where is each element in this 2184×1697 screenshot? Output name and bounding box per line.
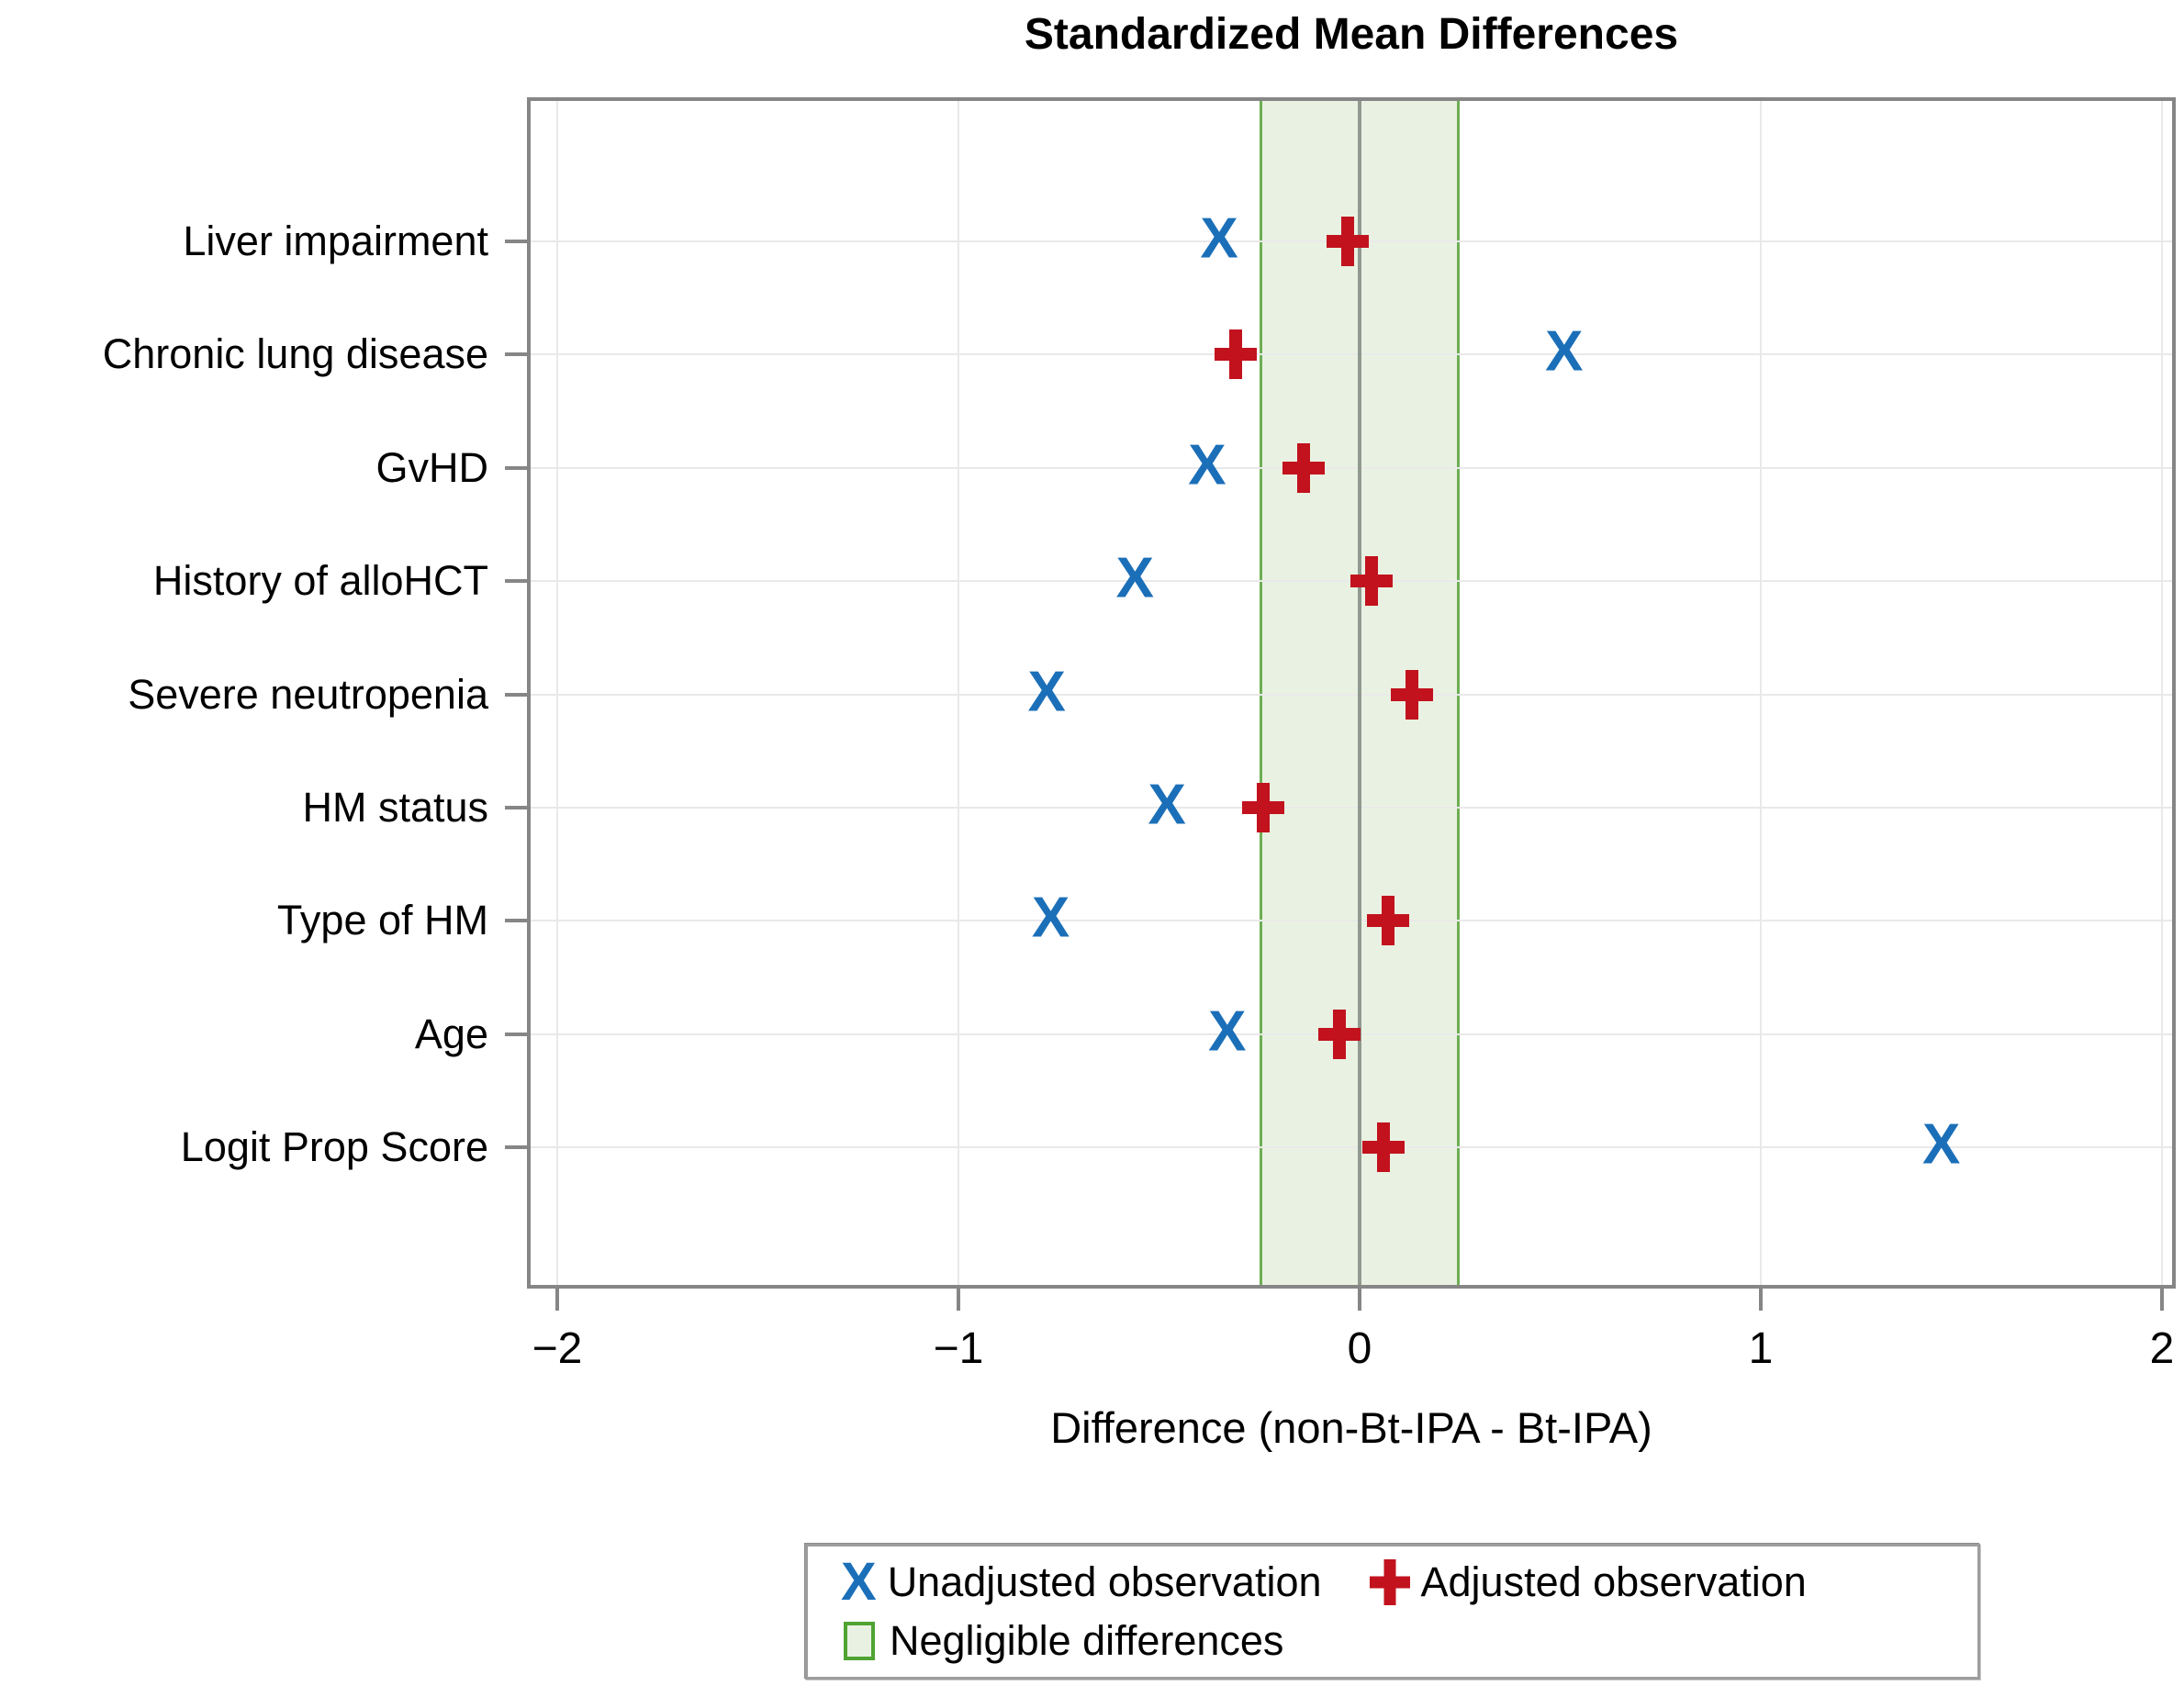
adjusted-marker [1242,783,1285,832]
vertical-gridline [1760,101,1762,1285]
plus-vertical-bar [1377,1122,1391,1173]
horizontal-gridline [531,466,2172,469]
category-label: Age [414,1010,488,1057]
category-label: Type of HM [276,897,488,944]
adjusted-marker [1214,329,1257,380]
x-tick-mark [1358,1289,1361,1311]
adjusted-marker [1390,669,1433,720]
legend-label-adjusted: Adjusted observation [1420,1558,1807,1605]
x-tick-mark [555,1289,559,1311]
plus-vertical-bar [1228,329,1242,380]
plus-vertical-bar [1383,1559,1395,1605]
x-tick-label: −1 [933,1324,984,1373]
horizontal-gridline [531,353,2172,356]
zero-reference-line [1358,101,1361,1285]
y-tick-mark [505,465,529,470]
category-label: Logit Prop Score [180,1123,488,1171]
horizontal-gridline [531,1146,2172,1149]
adjusted-marker [1362,1122,1406,1173]
x-tick-mark [957,1289,960,1311]
vertical-gridline [2161,101,2163,1285]
legend-row: X Unadjusted observation Adjusted observ… [841,1552,1977,1612]
unadjusted-marker: X [1545,319,1584,384]
plus-vertical-bar [1296,442,1310,493]
adjusted-marker [1318,1009,1361,1059]
y-tick-mark [505,352,529,357]
plus-vertical-bar [1257,783,1271,832]
negligible-band-swatch-icon [844,1622,875,1660]
x-tick-label: 2 [2149,1324,2175,1373]
y-tick-mark [505,692,529,697]
category-label: History of alloHCT [152,557,488,605]
plus-vertical-bar [1405,669,1418,720]
category-label: GvHD [375,443,489,491]
adjusted-plus-icon [1369,1559,1410,1605]
category-label: Severe neutropenia [128,670,488,718]
unadjusted-marker: X [1148,773,1186,837]
y-tick-mark [505,919,529,923]
plus-vertical-bar [1381,896,1394,946]
legend-label-unadjusted: Unadjusted observation [887,1558,1322,1605]
unadjusted-marker: X [1188,433,1226,497]
legend-row: Negligible differences [841,1615,1977,1667]
unadjusted-marker: X [1921,1112,1961,1177]
category-label: Chronic lung disease [102,330,488,378]
unadjusted-marker: X [1027,660,1066,724]
y-tick-mark [505,579,529,584]
horizontal-gridline [531,807,2172,809]
unadjusted-marker: X [1200,207,1238,271]
x-tick-label: −2 [532,1324,583,1373]
plus-vertical-bar [1333,1009,1347,1059]
horizontal-gridline [531,920,2172,922]
chart-title: Standardized Mean Differences [1024,10,1679,59]
category-label: HM status [302,784,488,831]
y-tick-mark [505,1032,529,1036]
x-tick-mark [1759,1289,1763,1311]
adjusted-marker [1366,896,1409,946]
x-tick-label: 1 [1748,1324,1774,1373]
plus-vertical-bar [1365,556,1379,607]
unadjusted-marker: X [1208,999,1247,1064]
legend-label-negligible: Negligible differences [890,1617,1284,1664]
vertical-gridline [958,101,959,1285]
category-label: Liver impairment [183,218,488,264]
x-axis-label: Difference (non-Bt-IPA - Bt-IPA) [1050,1403,1652,1452]
legend: X Unadjusted observation Adjusted observ… [805,1544,1980,1680]
adjusted-marker [1282,442,1325,493]
y-tick-mark [505,1145,529,1150]
x-tick-mark [2160,1289,2164,1311]
vertical-gridline [556,101,558,1285]
adjusted-marker [1326,217,1369,266]
horizontal-gridline [531,693,2172,696]
plus-vertical-bar [1340,217,1354,266]
unadjusted-marker: X [1115,546,1154,610]
unadjusted-marker: X [1031,886,1070,950]
unadjusted-x-icon: X [841,1552,877,1612]
y-tick-mark [505,240,529,243]
adjusted-marker [1350,556,1394,607]
x-tick-label: 0 [1347,1324,1372,1373]
y-tick-mark [505,806,529,809]
